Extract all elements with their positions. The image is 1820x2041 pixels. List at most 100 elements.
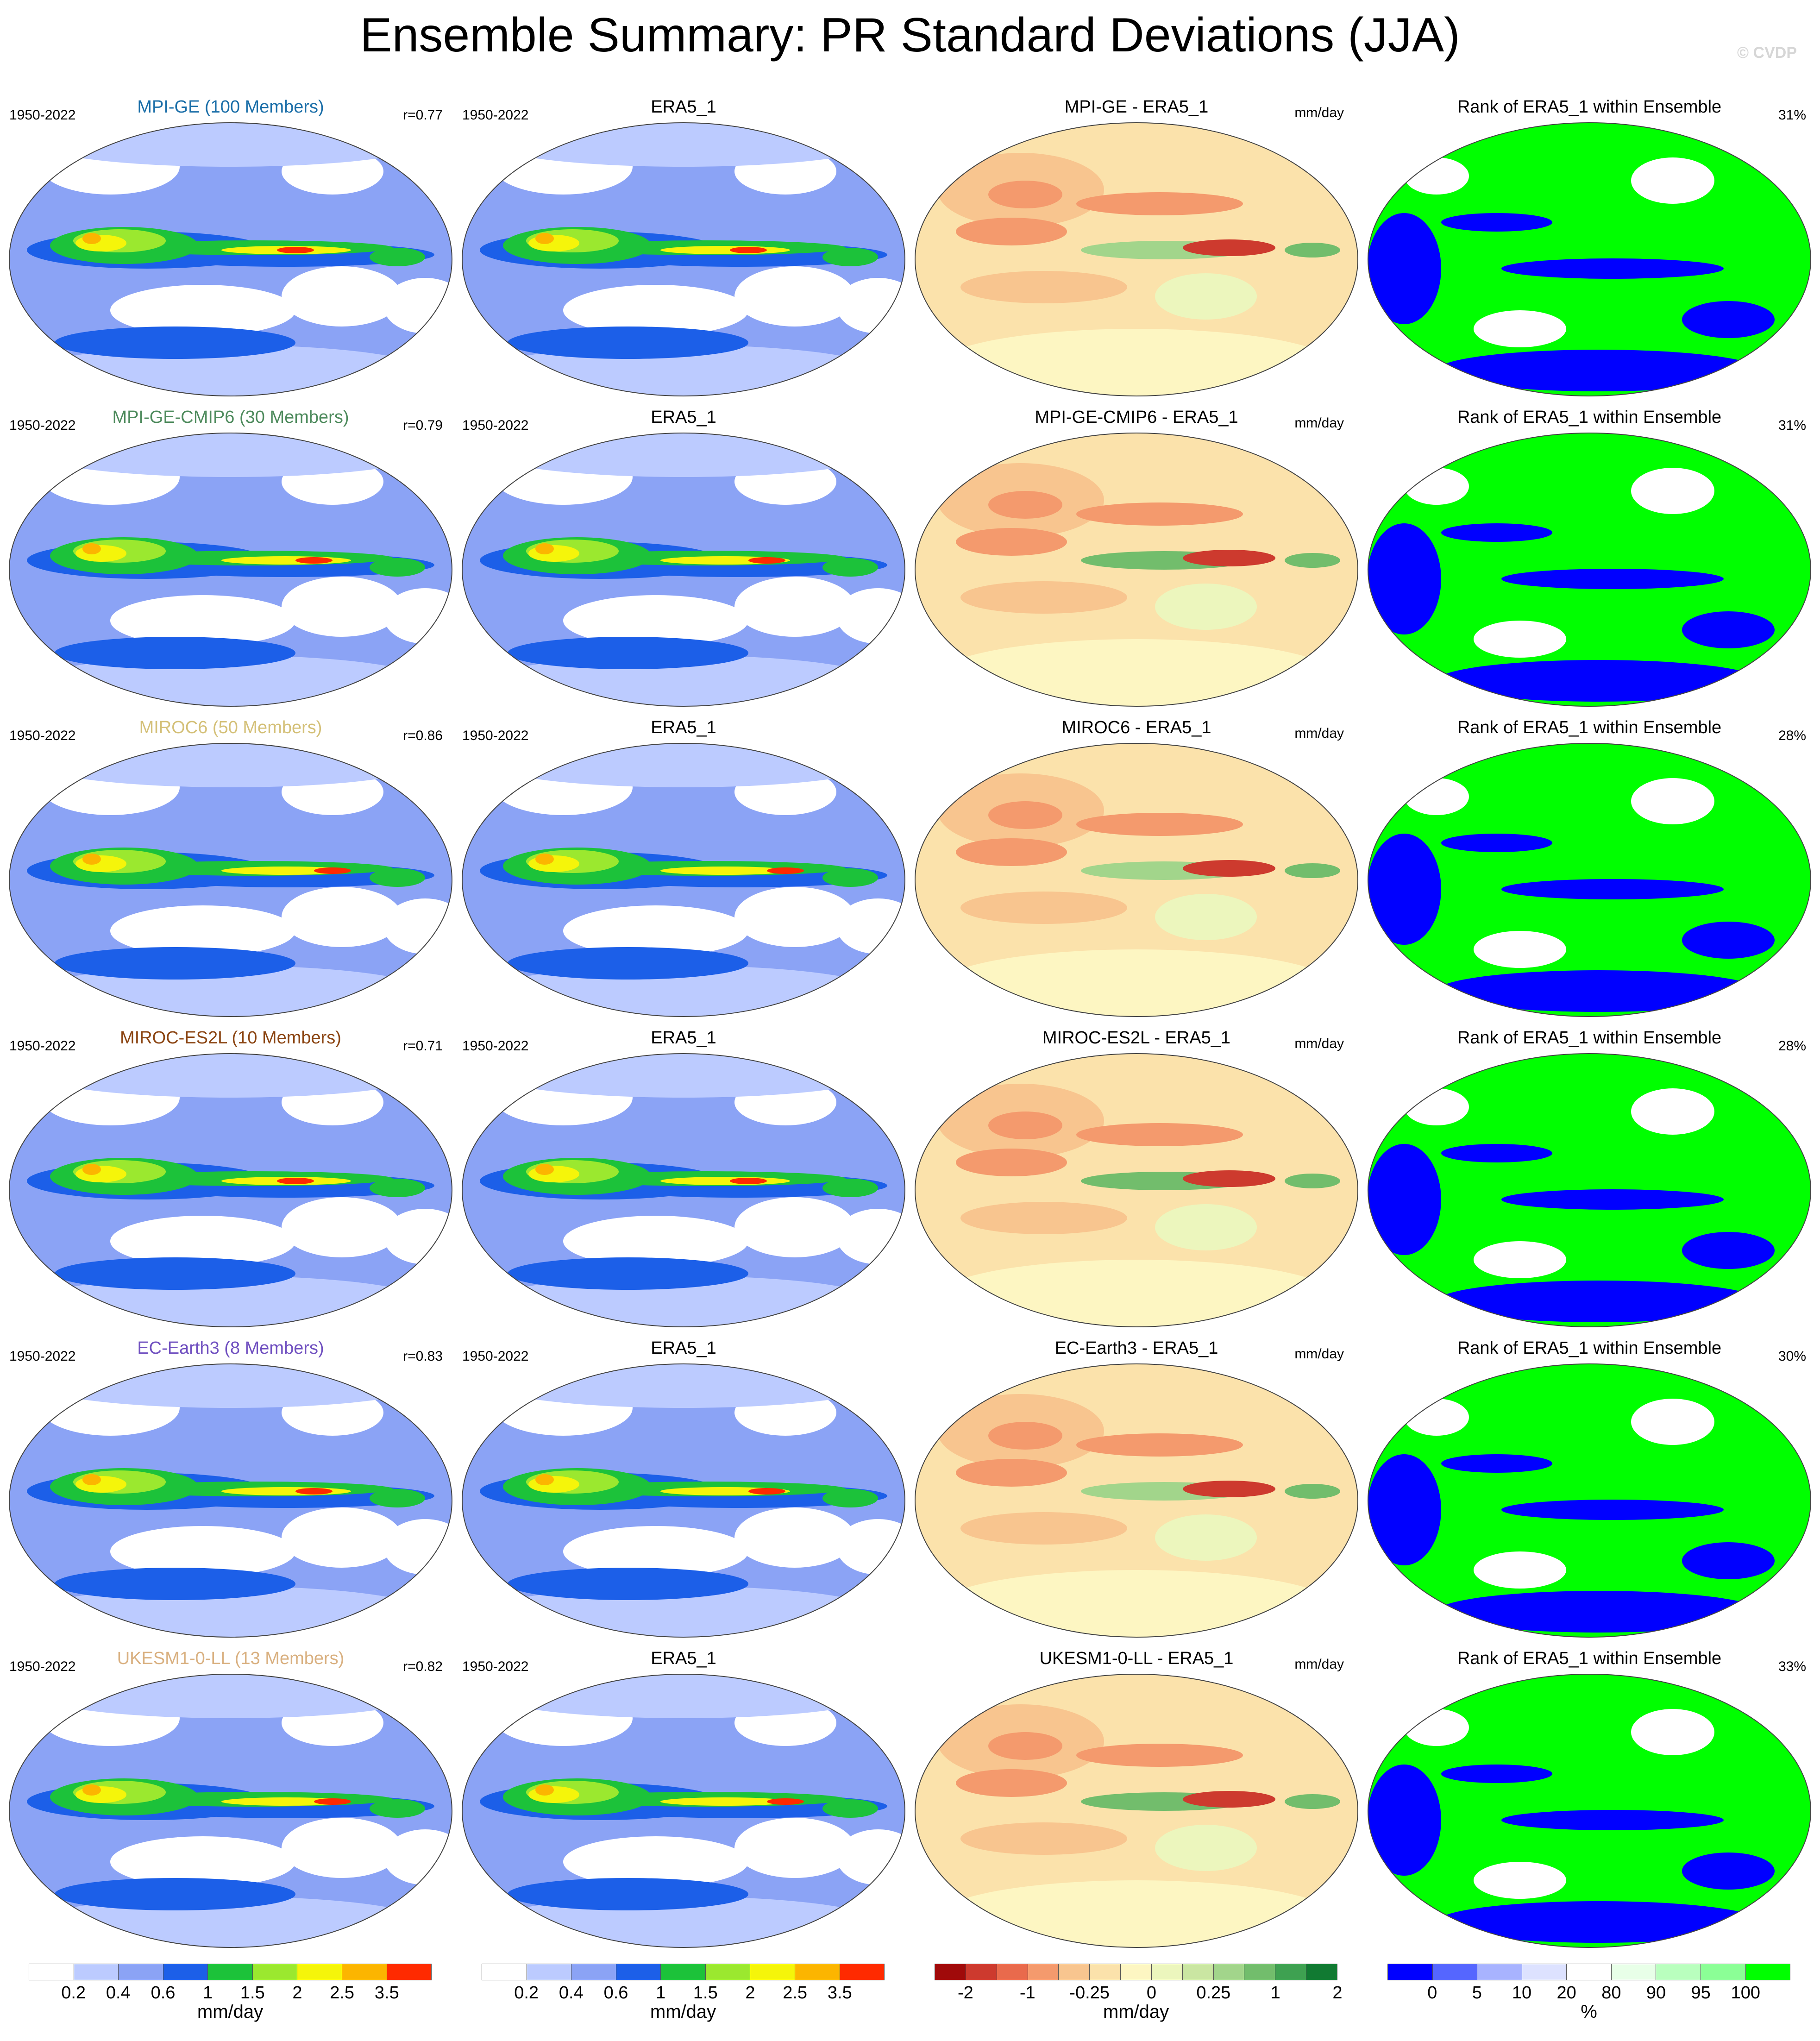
colorbar-tick-label: -1 bbox=[1019, 1983, 1036, 2003]
diff-label: MIROC6 - ERA5_1 bbox=[1061, 718, 1211, 737]
globe-outline bbox=[915, 122, 1358, 396]
colorbar-tick-label: 0.4 bbox=[559, 1983, 584, 2003]
globe-outline bbox=[9, 433, 452, 707]
field-contour bbox=[563, 595, 748, 646]
colorbar-swatch bbox=[997, 1964, 1028, 1980]
field-contour bbox=[55, 1878, 295, 1910]
colorbar-tick-label: 3.5 bbox=[827, 1983, 852, 2003]
field-contour bbox=[660, 1797, 790, 1806]
field-contour bbox=[31, 1054, 430, 1098]
field-contour bbox=[110, 1836, 295, 1887]
colorbar-rank: 0 5 10 20 80 90 95 100 % bbox=[1387, 1964, 1790, 2022]
field-contour bbox=[1631, 468, 1714, 514]
field-contour bbox=[55, 327, 295, 359]
field-contour bbox=[1682, 922, 1775, 959]
field-contour bbox=[960, 1512, 1127, 1545]
colorbar-swatch bbox=[1522, 1964, 1567, 1980]
model-label: MPI-GE-CMIP6 (30 Members) bbox=[113, 408, 349, 427]
model-label: MIROC6 (50 Members) bbox=[139, 718, 322, 737]
field-contour bbox=[535, 1164, 554, 1175]
globe-outline bbox=[915, 433, 1358, 707]
field-contour bbox=[535, 543, 554, 554]
map-panel-field bbox=[1368, 433, 1811, 706]
map-panel-field bbox=[9, 123, 452, 396]
field-contour bbox=[1474, 931, 1566, 968]
field-contour bbox=[1437, 1901, 1761, 1943]
field-contour bbox=[960, 1822, 1127, 1855]
colorbar-swatch bbox=[966, 1964, 997, 1980]
field-contour bbox=[82, 233, 101, 244]
diff-label: MPI-GE-CMIP6 - ERA5_1 bbox=[1035, 408, 1238, 427]
colorbar-swatch bbox=[1244, 1964, 1276, 1980]
field-contour bbox=[1368, 1144, 1441, 1255]
colorbar-swatch bbox=[1028, 1964, 1059, 1980]
field-contour bbox=[282, 1197, 402, 1257]
colorbar-swatch bbox=[1275, 1964, 1307, 1980]
field-contour bbox=[767, 1798, 804, 1805]
colorbar-swatch bbox=[1701, 1964, 1746, 1980]
field-contour bbox=[1682, 301, 1775, 338]
map-panel-field bbox=[1368, 743, 1811, 1017]
map-panel-field bbox=[1368, 1364, 1811, 1637]
field-contour bbox=[535, 233, 554, 244]
globe-outline bbox=[1368, 122, 1811, 396]
globe-outline bbox=[9, 743, 452, 1017]
field-contour bbox=[110, 1216, 295, 1267]
field-contour bbox=[82, 1474, 101, 1485]
rank-percent-label: 33% bbox=[1778, 1659, 1806, 1674]
field-contour bbox=[1631, 1399, 1714, 1445]
colorbar-tick-label: 3.5 bbox=[374, 1983, 399, 2003]
field-contour bbox=[1076, 1433, 1243, 1457]
field-contour bbox=[508, 947, 748, 980]
map-panel-field bbox=[462, 743, 905, 1017]
field-contour bbox=[484, 123, 883, 167]
globe-outline bbox=[462, 122, 905, 396]
field-contour bbox=[1155, 273, 1257, 320]
field-contour bbox=[31, 433, 430, 477]
colorbar-swatch bbox=[297, 1964, 342, 1980]
field-contour bbox=[295, 557, 333, 564]
field-contour bbox=[55, 1257, 295, 1290]
field-contour bbox=[282, 577, 402, 637]
globe-outline bbox=[1368, 1674, 1811, 1948]
field-contour bbox=[730, 247, 767, 253]
globe-outline bbox=[9, 122, 452, 396]
colorbar-swatch bbox=[1477, 1964, 1522, 1980]
field-contour bbox=[960, 1202, 1127, 1234]
colorbar-tick-label: 0.6 bbox=[603, 1983, 628, 2003]
colorbar-tick-label: 1 bbox=[656, 1983, 666, 2003]
field-contour bbox=[822, 558, 878, 577]
field-contour bbox=[1076, 813, 1243, 836]
field-contour bbox=[988, 181, 1062, 208]
field-contour bbox=[314, 867, 351, 874]
colorbar-swatch bbox=[119, 1964, 163, 1980]
field-contour bbox=[960, 271, 1127, 303]
colorbar-swatch bbox=[840, 1964, 885, 1980]
colorbar-tick-label: 2 bbox=[1332, 1983, 1343, 2003]
colorbar-swatch bbox=[527, 1964, 572, 1980]
globe-outline bbox=[915, 1363, 1358, 1638]
field-contour bbox=[1474, 621, 1566, 658]
colorbar-ticks: 0.2 0.4 0.6 1 1.5 2 2.5 3.5 bbox=[29, 1980, 432, 2003]
colorbar-boxes bbox=[935, 1964, 1337, 1980]
rank-percent-label: 28% bbox=[1778, 1038, 1806, 1054]
colorbar-swatch bbox=[1151, 1964, 1183, 1980]
colorbar-swatch bbox=[29, 1964, 74, 1980]
map-panel-field bbox=[462, 123, 905, 396]
field-contour bbox=[1501, 1500, 1724, 1520]
field-contour bbox=[1076, 502, 1243, 526]
colorbar-swatch bbox=[1306, 1964, 1337, 1980]
colorbar-ticks: -2 -1 -0.25 0 0.25 1 2 bbox=[935, 1980, 1343, 2003]
field-contour bbox=[1501, 1810, 1724, 1830]
field-contour bbox=[1501, 1189, 1724, 1210]
field-contour bbox=[82, 854, 101, 865]
field-contour bbox=[822, 248, 878, 266]
field-contour bbox=[563, 285, 748, 336]
field-contour bbox=[1183, 1170, 1275, 1187]
diff-unit-label: mm/day bbox=[1294, 726, 1344, 741]
globe-outline bbox=[1368, 1363, 1811, 1638]
field-contour bbox=[484, 1364, 883, 1408]
field-contour bbox=[1285, 1794, 1340, 1809]
field-contour bbox=[1368, 523, 1441, 634]
